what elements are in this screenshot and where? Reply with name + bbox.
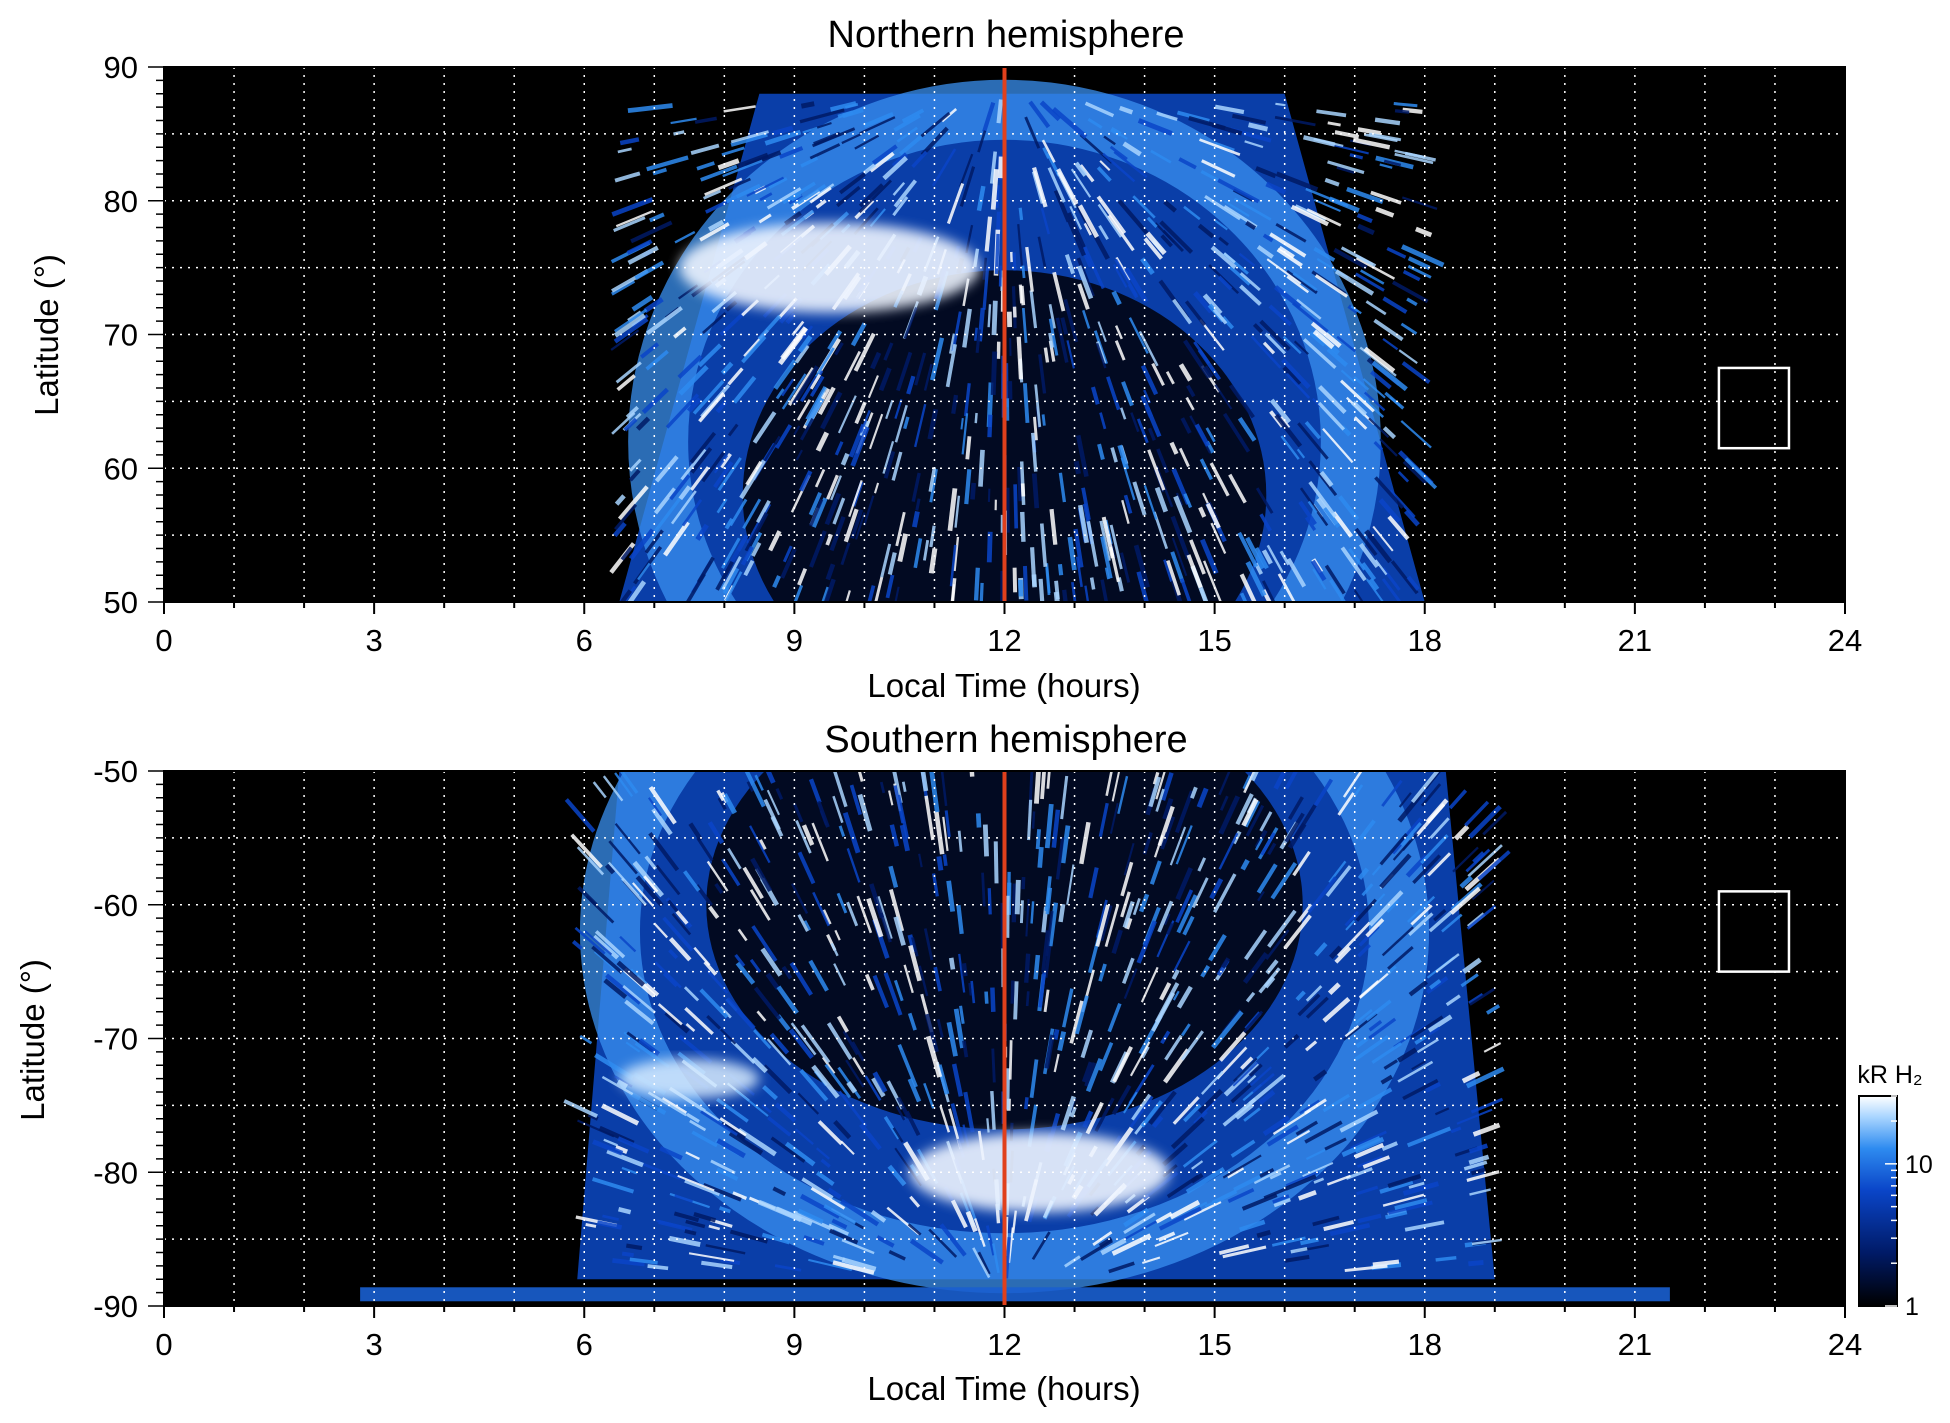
- colorbar: kR H₂ 1 10: [1857, 1061, 1932, 1321]
- y-tick-label: 80: [104, 184, 138, 219]
- y-tick-label: 60: [104, 451, 138, 486]
- x-tick-label: 18: [1408, 623, 1442, 658]
- emission-streaks: [563, 771, 1511, 1279]
- colorbar-label: kR H₂: [1857, 1061, 1922, 1089]
- x-tick-label: 15: [1197, 623, 1231, 658]
- x-tick-label: 18: [1408, 1327, 1442, 1362]
- colorbar-ticks: 1 10: [1885, 1095, 1933, 1321]
- x-tick-label: 0: [155, 1327, 172, 1362]
- grid-lines: [164, 771, 1845, 1306]
- x-tick-label: 21: [1618, 623, 1652, 658]
- x-tick-label: 9: [786, 623, 803, 658]
- colorbar-tick-label: 1: [1905, 1293, 1919, 1321]
- colorbar-tick-label: 10: [1905, 1151, 1933, 1179]
- bright-emission-feature: [619, 1058, 760, 1099]
- x-tick-label: 15: [1197, 1327, 1231, 1362]
- panel-title: Southern hemisphere: [824, 719, 1187, 761]
- reference-box: [1717, 366, 1791, 450]
- x-tick-label: 6: [576, 623, 593, 658]
- x-tick-label: 12: [987, 623, 1021, 658]
- y-tick-label: -50: [93, 754, 138, 789]
- x-tick-label: 3: [366, 1327, 383, 1362]
- colorbar-gradient: [1858, 1095, 1898, 1307]
- y-tick-label: -80: [93, 1155, 138, 1190]
- northern-hemisphere-panel: Northern hemisphere 0 3 6 9 12 15 18 21 24 50 60 70…: [28, 14, 1863, 704]
- panel-title: Northern hemisphere: [828, 14, 1185, 56]
- x-tick-label: 9: [786, 1327, 803, 1362]
- y-tick-label: 50: [104, 585, 138, 620]
- y-tick-label: -60: [93, 888, 138, 923]
- axes: 0 3 6 9 12 15 18 21 24 -90 -80 -70 -60 -50: [93, 754, 1862, 1362]
- x-tick-label: 24: [1828, 1327, 1862, 1362]
- x-tick-label: 24: [1828, 623, 1862, 658]
- reference-box: [1717, 890, 1791, 973]
- y-axis-label: Latitude (°): [28, 254, 65, 416]
- x-axis-label: Local Time (hours): [867, 667, 1140, 704]
- southern-hemisphere-panel: Southern hemisphere 0 3 6 9 12 15 18 21 24 -90 -80…: [14, 719, 1862, 1407]
- auroral-emission-map: [360, 771, 1670, 1302]
- x-tick-label: 3: [366, 623, 383, 658]
- y-tick-label: -90: [93, 1289, 138, 1324]
- x-tick-label: 12: [987, 1327, 1021, 1362]
- y-tick-label: 90: [104, 50, 138, 85]
- y-tick-label: -70: [93, 1022, 138, 1057]
- y-axis-label: Latitude (°): [14, 959, 51, 1121]
- y-tick-label: 70: [104, 318, 138, 353]
- x-tick-label: 21: [1618, 1327, 1652, 1362]
- polar-edge-band: [360, 1287, 1670, 1302]
- bright-emission-feature: [909, 1132, 1170, 1213]
- x-axis-label: Local Time (hours): [867, 1370, 1140, 1407]
- x-tick-label: 0: [155, 623, 172, 658]
- x-tick-label: 6: [576, 1327, 593, 1362]
- axes: 0 3 6 9 12 15 18 21 24 50 60 70 80 90: [104, 50, 1863, 658]
